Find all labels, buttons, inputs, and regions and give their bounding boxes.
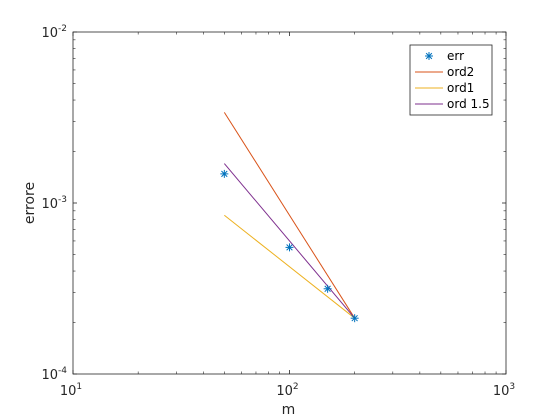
- series-layer: [220, 112, 359, 323]
- x-tick-exponent: 2: [293, 382, 299, 392]
- y-axis-label: errore: [22, 182, 38, 224]
- y-tick-base: 10: [41, 26, 58, 41]
- data-point-err: [220, 169, 229, 178]
- x-tick-exponent: 3: [509, 382, 515, 392]
- legend-box: [409, 44, 493, 116]
- y-tick-label: 10-3: [41, 195, 67, 212]
- data-point-err: [285, 243, 294, 252]
- legend-label: ord 1.5: [447, 97, 490, 111]
- series-line-ord-1.5: [223, 163, 356, 319]
- y-tick-exponent: -2: [58, 24, 67, 34]
- legend-label: ord2: [447, 65, 474, 79]
- y-tick-base: 10: [41, 197, 58, 212]
- legend: err ord2 ord1 ord 1.5: [409, 44, 493, 116]
- legend-marker-err: [425, 52, 433, 60]
- x-tick-exponent: 1: [76, 382, 82, 392]
- y-tick-label: 10-2: [41, 24, 67, 41]
- y-tick-exponent: -4: [58, 366, 67, 376]
- legend-label: ord1: [447, 81, 474, 95]
- y-tick-label: 10-4: [41, 366, 67, 383]
- series-line-ord1: [224, 214, 355, 319]
- x-axis-label: m: [282, 402, 296, 418]
- y-tick-exponent: -3: [58, 195, 67, 205]
- legend-label: err: [447, 49, 464, 63]
- data-point-err: [350, 314, 359, 323]
- series-line-ord2: [223, 112, 356, 319]
- data-point-err: [323, 284, 332, 293]
- y-tick-base: 10: [41, 368, 58, 383]
